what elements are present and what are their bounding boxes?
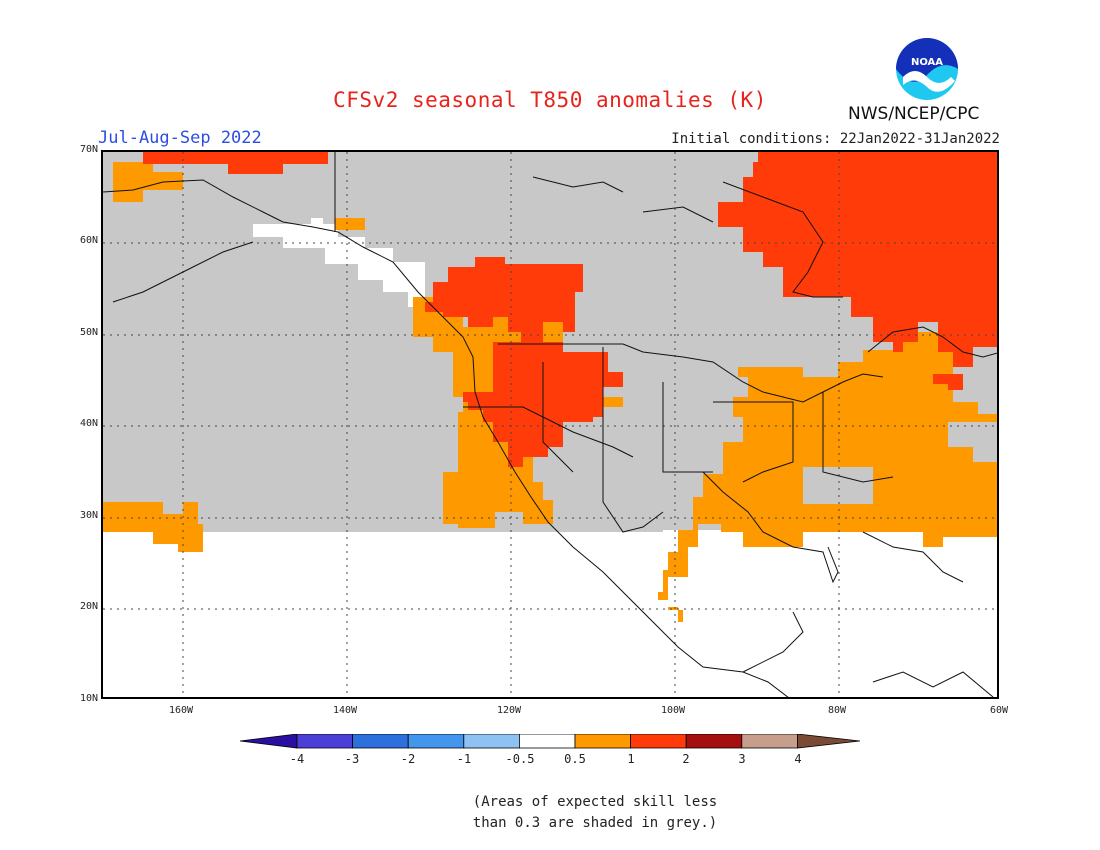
map-grid: [103, 152, 997, 697]
skill-note: (Areas of expected skill less than 0.3 a…: [470, 792, 720, 834]
lon-label-60w: 60W: [989, 705, 1009, 716]
colorbar-swatch-05-to-1: [574, 734, 631, 749]
colorbar-swatch-3-to-4: [741, 734, 798, 749]
lat-label-70n: 70N: [79, 144, 98, 155]
no-anomaly-region: [103, 530, 997, 697]
lon-label-120w: 120W: [496, 705, 522, 716]
colorbar-swatch-above-4: [797, 734, 860, 749]
initial-conditions: Initial conditions: 22Jan2022-31Jan2022: [671, 131, 1000, 147]
colorbar-tick: -4: [289, 752, 305, 766]
colorbar-swatch-2-to-3: [685, 734, 743, 749]
organization-label: NWS/NCEP/CPC: [848, 104, 980, 124]
forecast-period: Jul-Aug-Sep 2022: [98, 128, 262, 148]
skill-note-line: than 0.3 are shaded in grey.): [472, 815, 718, 831]
noaa-logo-icon: NOAA: [896, 38, 958, 100]
svg-text:NOAA: NOAA: [911, 57, 943, 68]
colorbar-swatch-minus3-to-minus2: [352, 734, 409, 749]
map-area: [101, 150, 999, 699]
lat-label-50n: 50N: [79, 327, 98, 338]
map-title: CFSv2 seasonal T850 anomalies (K): [333, 88, 767, 112]
colorbar-tick: -1: [456, 752, 472, 766]
colorbar-tick: 4: [794, 752, 802, 766]
colorbar-swatch-minus2-to-minus1: [407, 734, 465, 749]
colorbar-swatch-below-minus4: [240, 734, 298, 749]
lat-label-60n: 60N: [79, 235, 98, 246]
lon-label-80w: 80W: [827, 705, 847, 716]
colorbar-swatch-1-to-2: [630, 734, 687, 749]
colorbar-tick: 2: [682, 752, 690, 766]
colorbar-tick: 0.5: [564, 752, 586, 766]
anomaly-map: [103, 152, 997, 697]
colorbar-tick: 1: [627, 752, 635, 766]
colorbar-tick: -3: [344, 752, 360, 766]
coastlines: [103, 152, 997, 697]
lon-label-160w: 160W: [168, 705, 194, 716]
colorbar-tick: -0.5: [505, 752, 535, 766]
lat-label-30n: 30N: [79, 510, 98, 521]
colorbar-swatch-neutral: [518, 734, 576, 749]
lat-label-20n: 20N: [79, 601, 98, 612]
colorbar-tick: -2: [400, 752, 416, 766]
colorbar-swatch-minus1-to-minus05: [463, 734, 520, 749]
skill-note-line: (Areas of expected skill less: [472, 794, 718, 810]
lon-label-100w: 100W: [660, 705, 686, 716]
lon-label-140w: 140W: [332, 705, 358, 716]
colorbar: [240, 734, 860, 749]
lat-label-10n: 10N: [79, 693, 98, 704]
colorbar-swatch-minus4-to-minus3: [296, 734, 353, 749]
colorbar-tick: 3: [738, 752, 746, 766]
lat-label-40n: 40N: [79, 418, 98, 429]
